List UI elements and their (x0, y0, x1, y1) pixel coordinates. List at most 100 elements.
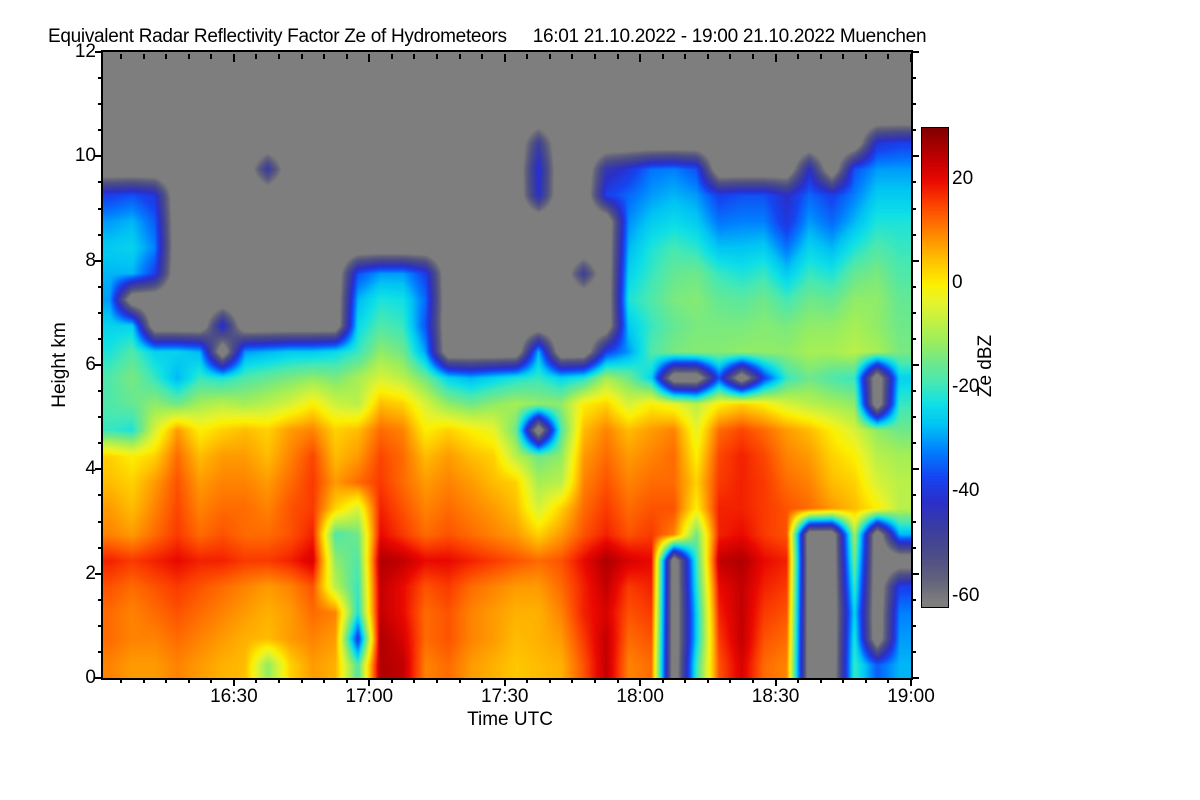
y-axis-tick-major (95, 572, 103, 575)
x-axis-tick-major (639, 678, 642, 686)
y-axis-tick-minor (911, 520, 916, 523)
x-axis-tick-minor (187, 54, 190, 59)
x-axis-tick-minor (210, 54, 213, 59)
x-axis-tick-minor (616, 678, 619, 683)
y-axis-tick-minor (98, 624, 103, 627)
x-axis-tick-minor (548, 678, 551, 683)
x-axis-tick-minor (278, 54, 281, 59)
y-axis-tick-minor (98, 598, 103, 601)
x-axis-tick-label: 17:00 (345, 686, 394, 707)
x-axis-tick-minor (706, 678, 709, 683)
x-axis-tick-minor (390, 678, 393, 683)
x-axis-tick-minor (864, 678, 867, 683)
x-axis-tick-minor (323, 678, 326, 683)
x-axis-tick-minor (120, 678, 123, 683)
x-axis-tick-minor (255, 678, 258, 683)
y-axis-tick-label: 12 (74, 41, 96, 62)
x-axis-tick-minor (436, 678, 439, 683)
y-axis-tick-minor (98, 233, 103, 236)
x-axis-tick-minor (571, 678, 574, 683)
x-axis-tick-minor (842, 678, 845, 683)
colorbar-tick-label: -40 (952, 480, 980, 502)
y-axis-tick-minor (911, 442, 916, 445)
x-axis-tick-major (639, 54, 642, 62)
y-axis-tick-minor (98, 650, 103, 653)
x-axis-tick-major (503, 54, 506, 62)
x-axis-tick-label: 17:30 (480, 686, 529, 707)
colorbar-tick-label: 20 (952, 168, 974, 190)
y-axis-tick-major (95, 51, 103, 53)
x-axis-tick-minor (797, 54, 800, 59)
x-axis-tick-minor (345, 678, 348, 683)
x-axis-tick-minor (887, 54, 890, 59)
y-axis-tick-minor (911, 181, 916, 184)
x-axis-tick-minor (120, 54, 123, 59)
x-axis-tick-major (503, 678, 506, 686)
y-axis-tick-minor (911, 624, 916, 627)
y-axis-tick-major (911, 364, 919, 366)
x-axis-tick-minor (548, 54, 551, 59)
x-axis-tick-major (368, 678, 371, 686)
x-axis-tick-minor (481, 54, 484, 59)
y-axis-tick-minor (911, 311, 916, 314)
x-axis-tick-minor (300, 54, 303, 59)
x-axis-tick-minor (571, 54, 574, 59)
y-axis-tick-minor (911, 390, 916, 393)
x-axis-tick-minor (684, 54, 687, 59)
y-axis-tick-major (911, 259, 919, 262)
x-axis-tick-minor (526, 54, 529, 59)
y-axis-tick-minor (911, 337, 916, 340)
y-axis-tick-minor (911, 546, 916, 549)
x-axis-tick-minor (390, 54, 393, 59)
x-axis-tick-minor (594, 678, 597, 683)
x-axis-tick-major (910, 678, 912, 686)
x-axis-tick-minor (661, 678, 664, 683)
y-axis-tick-label: 6 (85, 354, 96, 375)
x-axis-tick-minor (797, 678, 800, 683)
colorbar-canvas (922, 128, 948, 607)
colorbar-tick-label: -60 (952, 584, 980, 606)
y-axis-tick-minor (98, 416, 103, 419)
y-axis-tick-minor (98, 390, 103, 393)
y-axis-tick-label: 4 (85, 458, 96, 480)
y-axis-tick-minor (911, 233, 916, 236)
y-axis-tick-minor (98, 129, 103, 132)
y-axis-tick-minor (911, 285, 916, 288)
x-axis-tick-minor (752, 54, 754, 59)
x-axis-tick-minor (729, 678, 732, 683)
y-axis-tick-minor (98, 311, 103, 314)
x-axis-tick-minor (300, 678, 303, 683)
y-axis-tick-major (911, 677, 919, 679)
y-axis-tick-label: 2 (85, 562, 96, 584)
y-axis-tick-minor (911, 129, 916, 132)
chart-title-row: Equivalent Radar Reflectivity Factor Ze … (48, 26, 927, 48)
y-axis-tick-major (95, 155, 103, 158)
x-axis-tick-label: 19:00 (887, 686, 935, 707)
x-axis-tick-minor (142, 678, 145, 683)
x-axis-tick-major (368, 54, 371, 62)
x-axis-tick-minor (165, 54, 168, 59)
x-axis-tick-minor (819, 678, 822, 683)
x-axis-tick-minor (526, 678, 529, 683)
y-axis-tick-major (95, 677, 103, 679)
x-axis-tick-minor (323, 54, 326, 59)
y-axis-tick-major (911, 572, 919, 575)
y-axis-tick-major (95, 364, 103, 366)
y-axis-tick-minor (911, 598, 916, 601)
chart-date-range: 16:01 21.10.2022 - 19:00 21.10.2022 Muen… (532, 26, 927, 47)
y-axis-tick-minor (98, 103, 103, 106)
y-axis-tick-minor (911, 207, 916, 210)
x-axis-tick-minor (594, 54, 597, 59)
y-axis-tick-minor (911, 416, 916, 419)
x-axis-tick-minor (345, 54, 348, 59)
x-axis-tick-minor (255, 54, 258, 59)
x-axis-tick-minor (661, 54, 664, 59)
x-axis-tick-major (774, 54, 777, 62)
x-axis-tick-label: 18:30 (751, 686, 800, 707)
x-axis-tick-minor (413, 678, 416, 683)
y-axis-tick-label: 0 (85, 667, 96, 688)
chart-title: Equivalent Radar Reflectivity Factor Ze … (48, 26, 507, 47)
x-axis-tick-minor (752, 678, 754, 683)
colorbar-tick-label: 0 (952, 272, 963, 294)
